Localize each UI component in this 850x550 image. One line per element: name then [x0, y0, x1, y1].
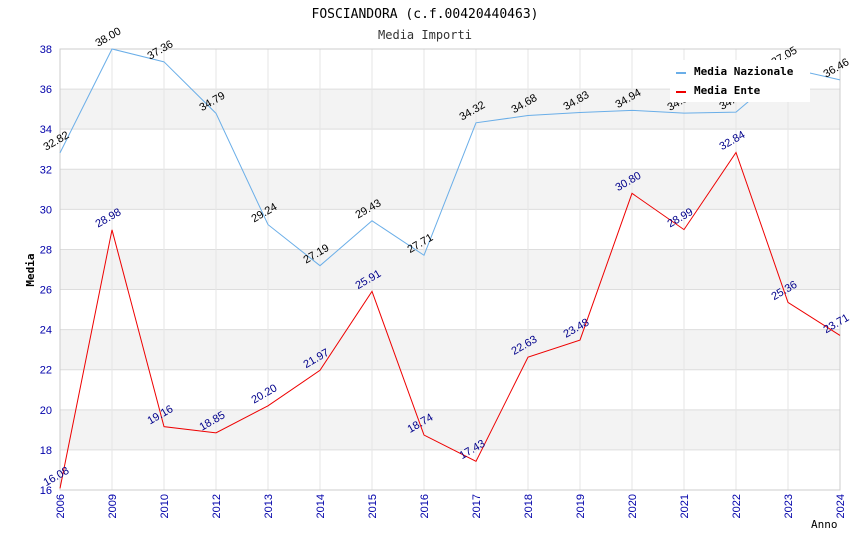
- y-tick-label: 30: [40, 204, 52, 216]
- legend-background: [670, 60, 810, 102]
- axes: [59, 48, 841, 491]
- y-tick-label: 32: [40, 164, 52, 176]
- series-line-media-ente: [59, 151, 841, 489]
- y-axis-label: Media: [24, 253, 37, 286]
- data-label-ente: 16.08: [42, 465, 72, 489]
- y-tick-label: 38: [40, 44, 52, 56]
- chart-subtitle: Media Importi: [378, 28, 472, 42]
- x-tick-label: 2009: [107, 494, 119, 518]
- x-tick-label: 2012: [211, 494, 223, 518]
- data-label-ente: 28.98: [94, 206, 124, 230]
- data-label-ente: 20.20: [250, 382, 280, 406]
- x-axis-ticks: 2006 2009 2010 2012 2013 2014 2015 2016 2017 2018…: [55, 494, 847, 518]
- x-tick-label: 2018: [523, 494, 535, 518]
- y-axis-ticks: 16 18 20 22 24 26 28 30 32 34 36 38: [40, 44, 52, 497]
- y-tick-label: 24: [40, 325, 52, 337]
- y-tick-label: 20: [40, 405, 52, 417]
- chart-title: FOSCIANDORA (c.f.00420440463): [312, 7, 539, 22]
- x-tick-label: 2006: [55, 494, 67, 518]
- x-tick-label: 2013: [263, 494, 275, 518]
- data-label-nazionale: 36.46: [822, 56, 850, 80]
- x-tick-label: 2010: [159, 494, 171, 518]
- y-tick-label: 16: [40, 485, 52, 497]
- grid-band: [60, 249, 840, 290]
- y-tick-label: 18: [40, 445, 52, 457]
- x-tick-label: 2014: [315, 494, 327, 518]
- x-tick-label: 2020: [627, 494, 639, 518]
- series-line-media-nazionale: [59, 48, 841, 267]
- legend-label-nazionale: Media Nazionale: [694, 65, 794, 78]
- y-tick-label: 22: [40, 365, 52, 377]
- x-tick-label: 2021: [679, 494, 691, 518]
- series-lines: [59, 48, 841, 489]
- x-axis-label: Anno: [811, 518, 838, 531]
- y-tick-label: 26: [40, 285, 52, 297]
- x-tick-label: 2016: [419, 494, 431, 518]
- x-tick-label: 2023: [783, 494, 795, 518]
- grid-band: [60, 409, 840, 450]
- x-tick-label: 2024: [835, 494, 847, 518]
- y-tick-label: 28: [40, 244, 52, 256]
- y-tick-label: 34: [40, 124, 52, 136]
- data-label-nazionale: 37.36: [146, 38, 176, 62]
- legend: Media Nazionale Media Ente: [670, 60, 810, 102]
- grid-bands: [60, 89, 840, 450]
- plot-border: [59, 48, 841, 491]
- data-label-nazionale: 38.00: [94, 25, 124, 49]
- data-label-ente: 32.84: [718, 129, 748, 153]
- legend-label-ente: Media Ente: [694, 84, 761, 97]
- x-tick-label: 2019: [575, 494, 587, 518]
- x-tick-label: 2017: [471, 494, 483, 518]
- grid-band: [60, 329, 840, 370]
- x-tick-label: 2022: [731, 494, 743, 518]
- x-tick-label: 2015: [367, 494, 379, 518]
- y-tick-label: 36: [40, 84, 52, 96]
